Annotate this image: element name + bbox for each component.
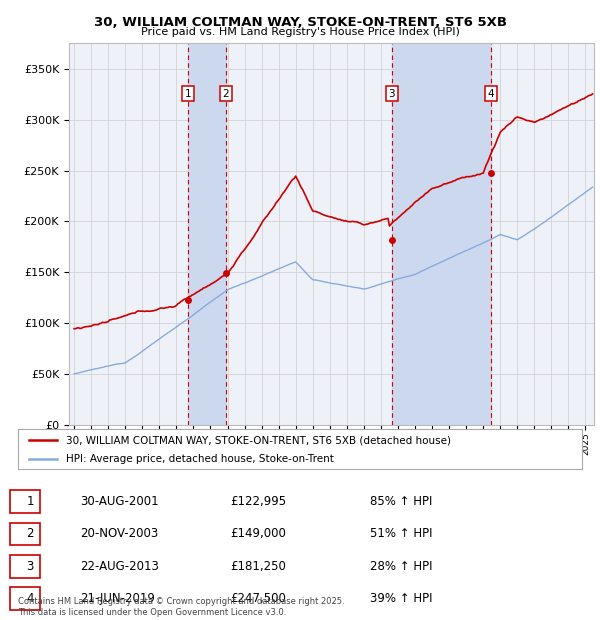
Bar: [10, 555, 40, 578]
Text: 51% ↑ HPI: 51% ↑ HPI: [370, 528, 433, 541]
Text: Price paid vs. HM Land Registry's House Price Index (HPI): Price paid vs. HM Land Registry's House …: [140, 27, 460, 37]
Text: 85% ↑ HPI: 85% ↑ HPI: [370, 495, 433, 508]
Text: 30, WILLIAM COLTMAN WAY, STOKE-ON-TRENT, ST6 5XB: 30, WILLIAM COLTMAN WAY, STOKE-ON-TRENT,…: [94, 16, 506, 29]
Bar: [188, 43, 226, 425]
Text: 20-NOV-2003: 20-NOV-2003: [80, 528, 158, 541]
Text: 1: 1: [26, 495, 34, 508]
Text: 30, WILLIAM COLTMAN WAY, STOKE-ON-TRENT, ST6 5XB (detached house): 30, WILLIAM COLTMAN WAY, STOKE-ON-TRENT,…: [66, 435, 451, 445]
Text: 2: 2: [223, 89, 229, 99]
Text: £247,500: £247,500: [230, 592, 286, 605]
Text: 28% ↑ HPI: 28% ↑ HPI: [370, 560, 433, 573]
Text: 3: 3: [389, 89, 395, 99]
Text: £181,250: £181,250: [230, 560, 286, 573]
Text: 4: 4: [26, 592, 34, 605]
Text: 21-JUN-2019: 21-JUN-2019: [80, 592, 155, 605]
Bar: [10, 490, 40, 513]
Text: 4: 4: [488, 89, 494, 99]
Text: Contains HM Land Registry data © Crown copyright and database right 2025.
This d: Contains HM Land Registry data © Crown c…: [18, 598, 344, 617]
Text: £149,000: £149,000: [230, 528, 286, 541]
Text: 1: 1: [184, 89, 191, 99]
Bar: [10, 588, 40, 610]
Text: £122,995: £122,995: [230, 495, 286, 508]
Text: 30-AUG-2001: 30-AUG-2001: [80, 495, 158, 508]
Text: 3: 3: [26, 560, 34, 573]
Text: HPI: Average price, detached house, Stoke-on-Trent: HPI: Average price, detached house, Stok…: [66, 454, 334, 464]
Text: 2: 2: [26, 528, 34, 541]
Text: 39% ↑ HPI: 39% ↑ HPI: [370, 592, 433, 605]
Text: 22-AUG-2013: 22-AUG-2013: [80, 560, 159, 573]
Bar: [392, 43, 491, 425]
Bar: [10, 523, 40, 546]
